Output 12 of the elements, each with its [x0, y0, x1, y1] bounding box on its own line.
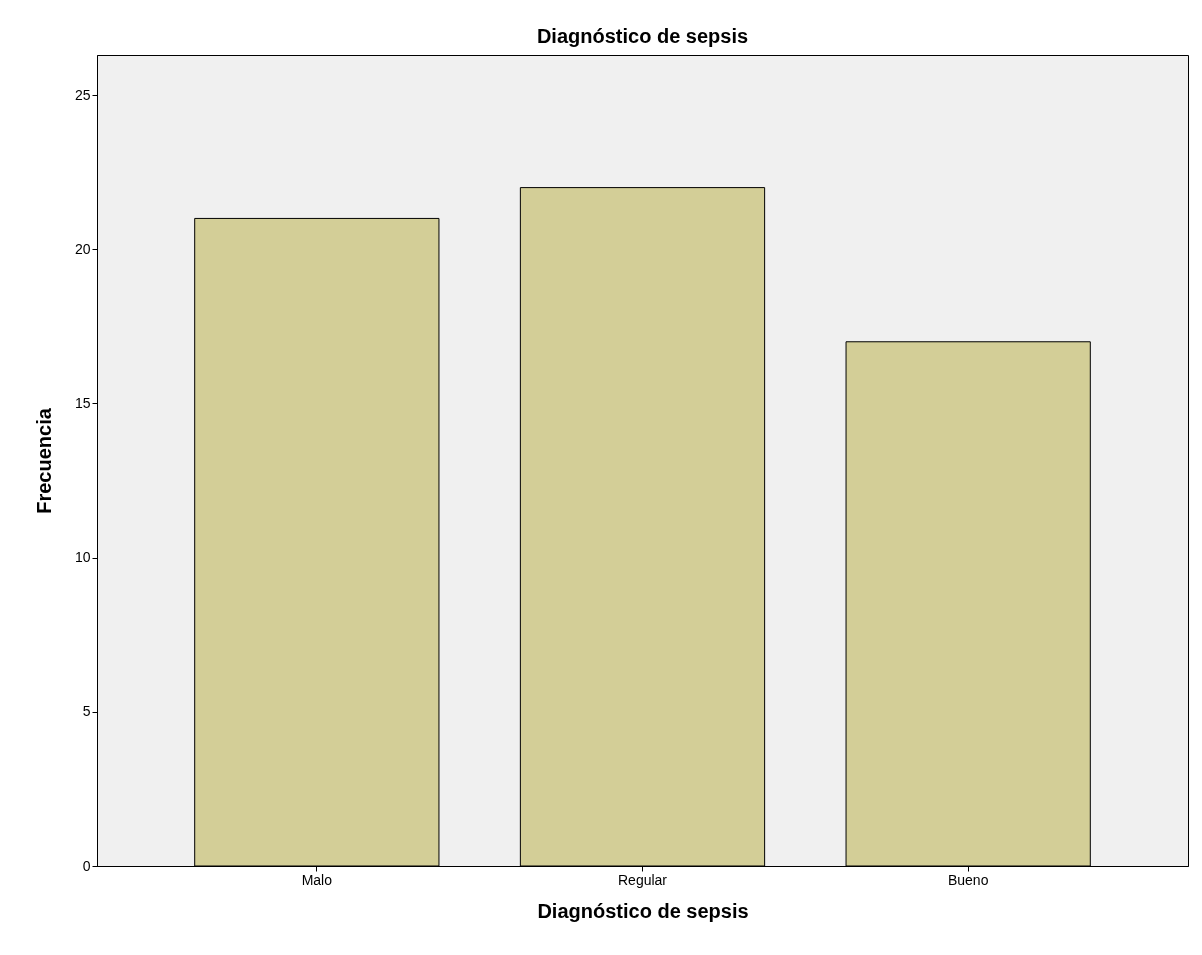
chart-title: Diagnóstico de sepsis: [536, 25, 749, 47]
y-axis-title: Frecuencia: [32, 407, 55, 514]
x-tick-label: Malo: [301, 871, 333, 888]
y-tick-label: 5: [82, 703, 91, 720]
x-tick-label: Regular: [617, 871, 668, 888]
y-tick-label: 0: [82, 857, 91, 874]
y-tick-label: 15: [74, 394, 91, 411]
y-tick-label: 25: [74, 86, 91, 103]
y-tick-label: 10: [74, 549, 91, 566]
x-axis-title: Diagnóstico de sepsis: [537, 899, 749, 922]
x-tick-label: Bueno: [947, 871, 989, 888]
y-tick-label: 20: [74, 240, 91, 257]
